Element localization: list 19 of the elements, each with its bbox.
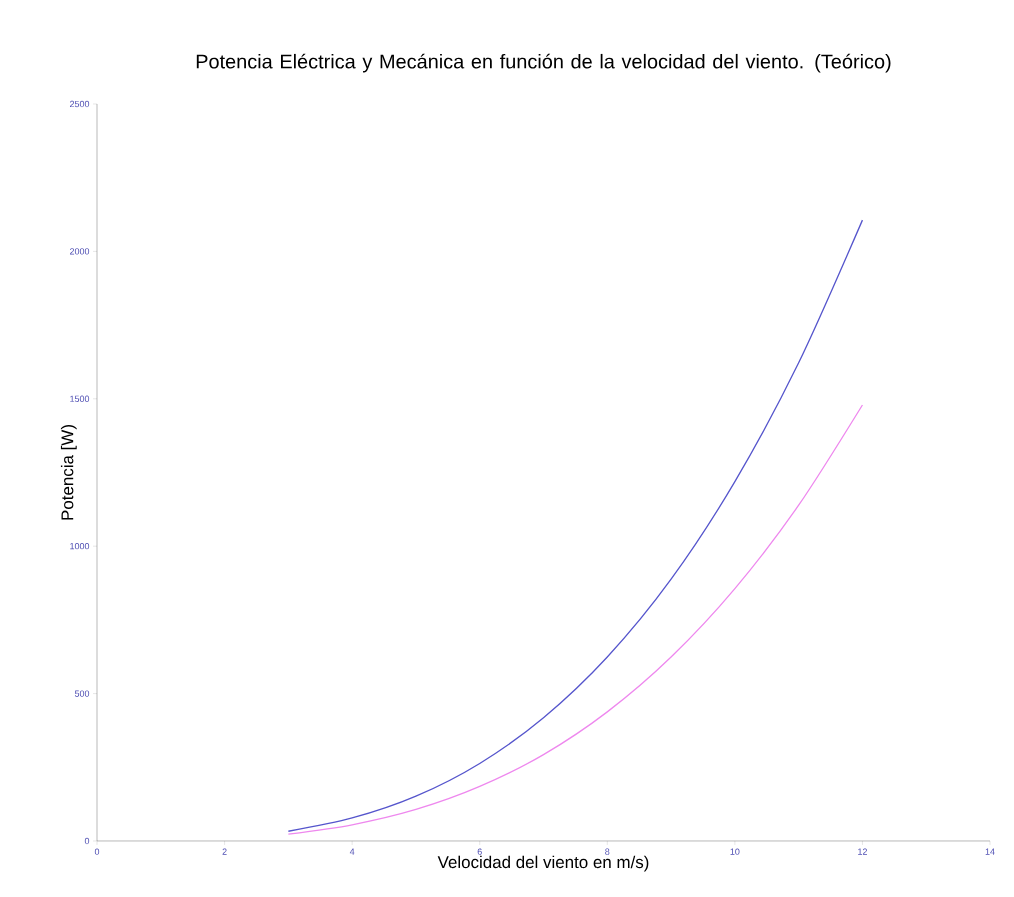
y-tick-label: 1500 — [70, 395, 90, 402]
x-axis-title: Velocidad del viento en m/s) — [437, 855, 649, 872]
line-series — [287, 404, 864, 835]
x-tick-label: 2 — [222, 848, 227, 855]
x-tick-label: 10 — [730, 848, 740, 855]
line-series — [287, 219, 864, 832]
y-tick-label: 2000 — [70, 248, 90, 255]
x-tick-label: 4 — [349, 848, 355, 855]
x-tick-label: 6 — [477, 848, 482, 855]
y-axis-title: Potencia [W) — [60, 425, 77, 520]
x-tick-label: 8 — [605, 848, 610, 855]
chart-title: Potencia Eléctrica y Mecánica en función de la velocidad del viento. (Teórico) — [196, 53, 891, 73]
x-tick-label: 0 — [94, 848, 100, 855]
x-tick-label: 12 — [858, 848, 867, 855]
y-tick-label: 1000 — [70, 543, 90, 550]
x-tick-label: 14 — [985, 848, 995, 855]
y-tick-label: 0 — [84, 837, 90, 845]
y-tick-label: 2500 — [70, 100, 90, 108]
y-tick-label: 500 — [74, 690, 90, 697]
